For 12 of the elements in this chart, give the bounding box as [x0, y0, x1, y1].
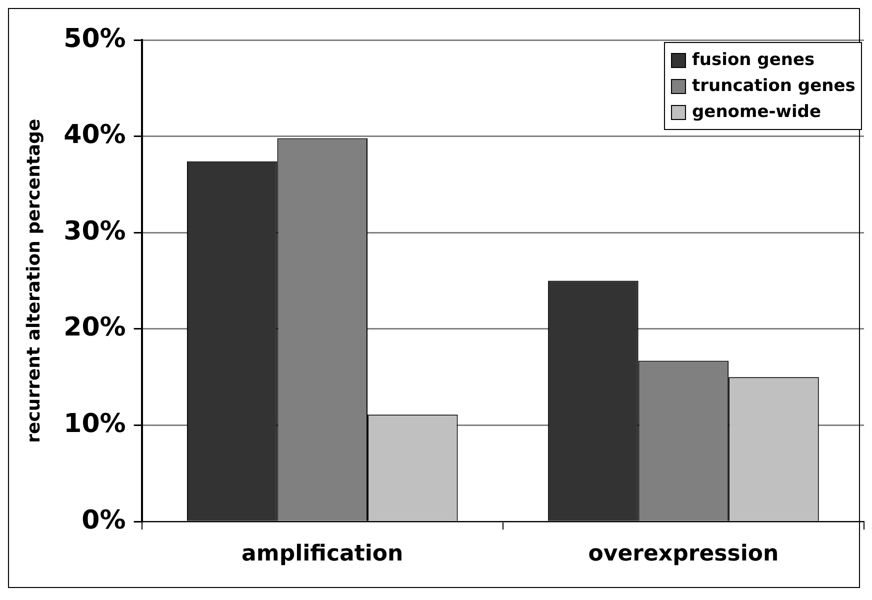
- y-axis-title: recurrent alteration percentage: [23, 118, 44, 443]
- y-tick-label: 40%: [64, 120, 126, 150]
- y-tick-label: 0%: [82, 505, 126, 536]
- x-tick-label: overexpression: [588, 542, 779, 567]
- y-tick-label: 20%: [64, 312, 126, 343]
- y-tick-label: 30%: [64, 216, 126, 246]
- legend-label: fusion genes: [692, 49, 815, 72]
- legend-label: genome-wide: [692, 101, 822, 124]
- y-tick-label: 50%: [64, 24, 126, 54]
- x-tick-label: amplification: [242, 542, 404, 567]
- y-tick-label: 10%: [64, 409, 126, 440]
- legend-label: truncation genes: [692, 75, 856, 98]
